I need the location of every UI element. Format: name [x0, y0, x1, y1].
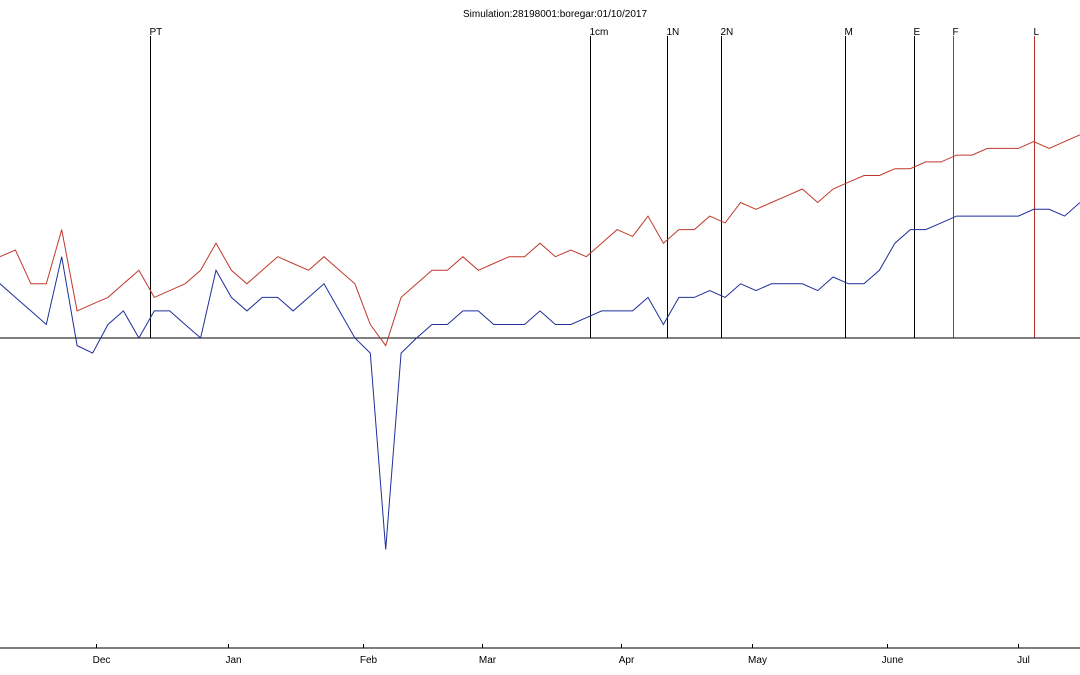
series-group	[0, 134, 1080, 550]
event-label-7: L	[1034, 27, 1040, 38]
month-label-3: Mar	[479, 655, 497, 666]
event-label-1: 1cm	[590, 27, 609, 38]
series-line-1	[0, 202, 1080, 550]
month-ticks: Dec Jan Feb Mar Apr May June Jul	[93, 644, 1030, 666]
series-line-0	[0, 134, 1080, 347]
month-label-5: May	[748, 655, 767, 666]
month-label-0: Dec	[93, 655, 111, 666]
event-label-0: PT	[150, 27, 163, 38]
event-label-4: M	[845, 27, 853, 38]
event-markers: PT 1cm 1N 2N M E F L	[150, 27, 1040, 338]
month-label-4: Apr	[619, 655, 635, 666]
month-label-6: June	[882, 655, 904, 666]
event-label-2: 1N	[667, 27, 680, 38]
month-label-7: Jul	[1017, 655, 1030, 666]
event-label-6: F	[953, 27, 959, 38]
month-label-2: Feb	[360, 655, 378, 666]
event-label-5: E	[914, 27, 921, 38]
event-label-3: 2N	[721, 27, 734, 38]
month-label-1: Jan	[225, 655, 241, 666]
chart-title: Simulation:28198001:boregar:01/10/2017	[463, 9, 647, 20]
